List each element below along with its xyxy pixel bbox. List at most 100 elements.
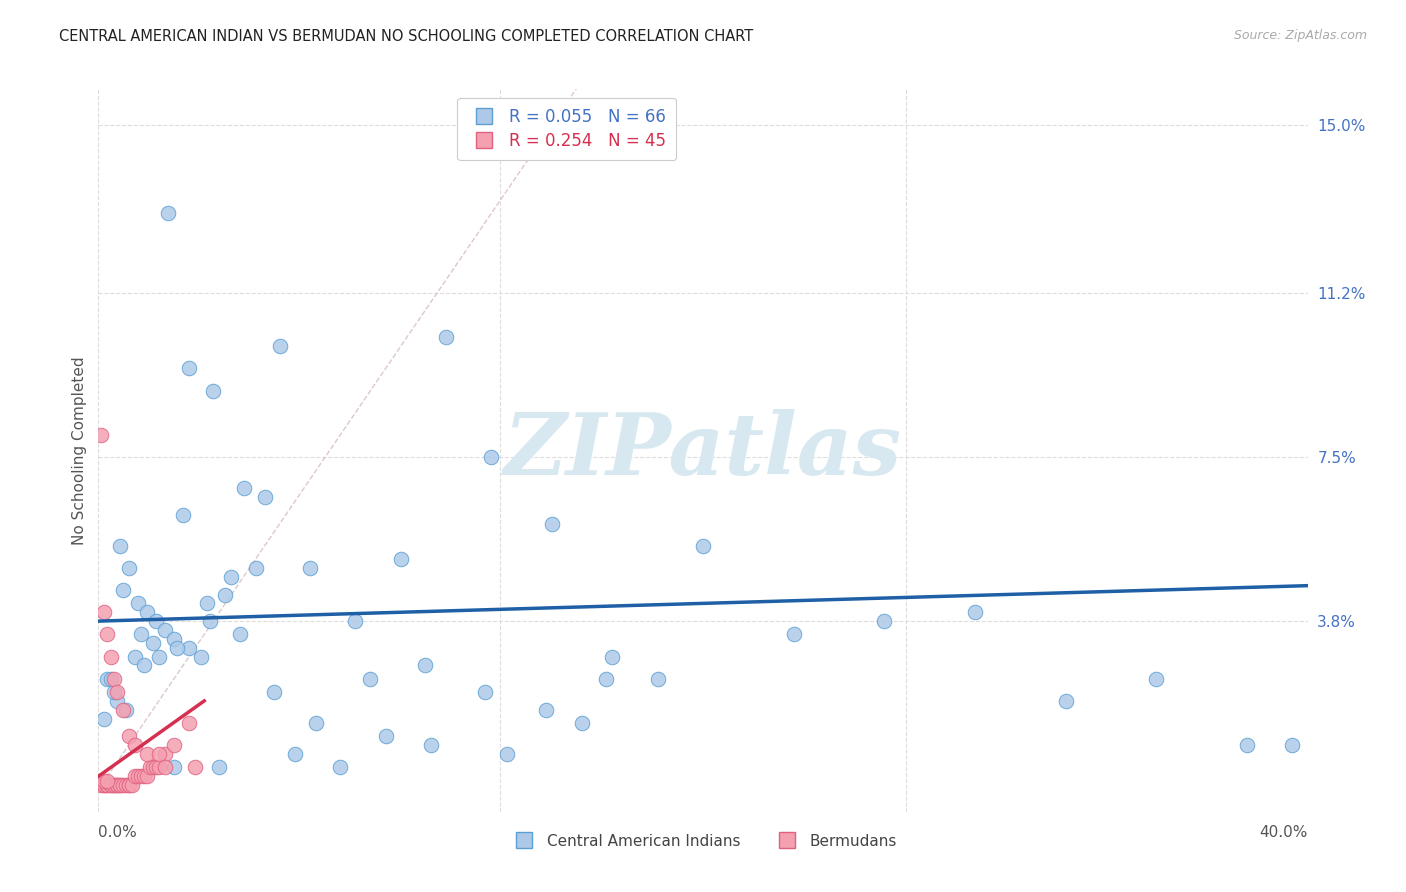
- Point: [114, 778, 136, 792]
- Point: [474, 685, 496, 699]
- Point: [148, 649, 170, 664]
- Point: [96, 672, 118, 686]
- Point: [153, 760, 176, 774]
- Point: [105, 778, 128, 792]
- Point: [163, 738, 186, 752]
- Point: [374, 730, 396, 744]
- Text: 0.0%: 0.0%: [98, 825, 138, 839]
- Point: [214, 588, 236, 602]
- Point: [179, 640, 201, 655]
- Point: [96, 778, 118, 792]
- Point: [156, 206, 179, 220]
- Point: [93, 605, 115, 619]
- Point: [200, 614, 222, 628]
- Point: [389, 552, 412, 566]
- Point: [105, 685, 128, 699]
- Point: [783, 627, 806, 641]
- Point: [127, 769, 149, 783]
- Point: [195, 596, 218, 610]
- Point: [692, 539, 714, 553]
- Point: [103, 778, 125, 792]
- Point: [153, 623, 176, 637]
- Point: [111, 703, 134, 717]
- Point: [221, 570, 243, 584]
- Point: [96, 627, 118, 641]
- Point: [495, 747, 517, 761]
- Point: [202, 384, 225, 398]
- Point: [179, 361, 201, 376]
- Point: [142, 636, 165, 650]
- Point: [163, 760, 186, 774]
- Point: [93, 773, 115, 788]
- Point: [153, 747, 176, 761]
- Point: [124, 769, 146, 783]
- Point: [145, 760, 167, 774]
- Point: [135, 747, 157, 761]
- Point: [96, 773, 118, 788]
- Point: [111, 778, 134, 792]
- Point: [1236, 738, 1258, 752]
- Point: [108, 778, 131, 792]
- Point: [965, 605, 987, 619]
- Point: [105, 694, 128, 708]
- Point: [93, 712, 115, 726]
- Point: [139, 760, 162, 774]
- Point: [595, 672, 617, 686]
- Point: [135, 769, 157, 783]
- Point: [93, 778, 115, 792]
- Y-axis label: No Schooling Completed: No Schooling Completed: [72, 356, 87, 545]
- Point: [108, 539, 131, 553]
- Point: [360, 672, 382, 686]
- Point: [344, 614, 367, 628]
- Point: [118, 730, 141, 744]
- Point: [647, 672, 669, 686]
- Point: [284, 747, 307, 761]
- Point: [111, 583, 134, 598]
- Point: [90, 778, 112, 792]
- Point: [305, 716, 328, 731]
- Text: CENTRAL AMERICAN INDIAN VS BERMUDAN NO SCHOOLING COMPLETED CORRELATION CHART: CENTRAL AMERICAN INDIAN VS BERMUDAN NO S…: [59, 29, 754, 44]
- Point: [114, 703, 136, 717]
- Point: [184, 760, 207, 774]
- Point: [148, 747, 170, 761]
- Point: [253, 490, 276, 504]
- Point: [93, 778, 115, 792]
- Point: [145, 614, 167, 628]
- Point: [172, 508, 194, 522]
- Point: [1054, 694, 1077, 708]
- Point: [103, 685, 125, 699]
- Point: [1144, 672, 1167, 686]
- Point: [96, 778, 118, 792]
- Point: [132, 769, 155, 783]
- Point: [245, 561, 267, 575]
- Point: [263, 685, 285, 699]
- Point: [129, 627, 152, 641]
- Text: 40.0%: 40.0%: [1260, 825, 1308, 839]
- Point: [413, 658, 436, 673]
- Point: [299, 561, 322, 575]
- Point: [329, 760, 352, 774]
- Point: [118, 778, 141, 792]
- Point: [129, 769, 152, 783]
- Point: [100, 649, 122, 664]
- Point: [118, 778, 141, 792]
- Point: [103, 778, 125, 792]
- Point: [105, 778, 128, 792]
- Point: [124, 738, 146, 752]
- Point: [190, 649, 212, 664]
- Text: ZIPatlas: ZIPatlas: [503, 409, 903, 492]
- Point: [127, 596, 149, 610]
- Point: [434, 330, 457, 344]
- Point: [208, 760, 231, 774]
- Point: [100, 778, 122, 792]
- Point: [124, 649, 146, 664]
- Point: [602, 649, 624, 664]
- Text: Source: ZipAtlas.com: Source: ZipAtlas.com: [1233, 29, 1367, 42]
- Point: [179, 716, 201, 731]
- Point: [118, 561, 141, 575]
- Point: [1281, 738, 1303, 752]
- Point: [148, 760, 170, 774]
- Point: [540, 516, 562, 531]
- Point: [269, 339, 291, 353]
- Point: [420, 738, 443, 752]
